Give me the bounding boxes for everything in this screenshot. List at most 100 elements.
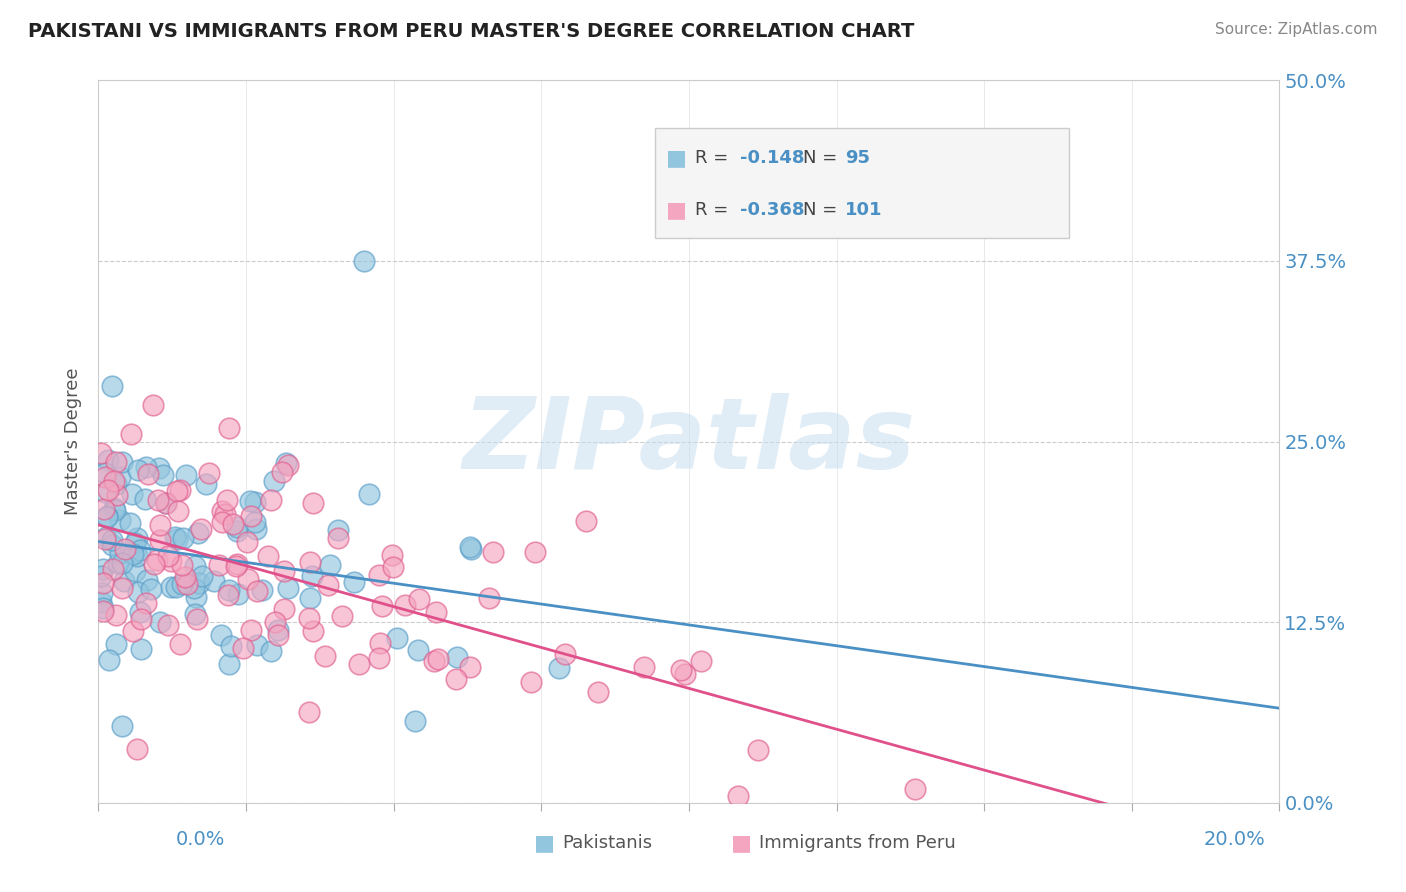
Text: ZIPatlas: ZIPatlas — [463, 393, 915, 490]
Point — [523, 545, 546, 559]
Point — [236, 572, 259, 586]
Point — [169, 637, 191, 651]
Point — [100, 379, 122, 393]
Point — [96, 509, 118, 524]
Point — [218, 582, 240, 597]
Point — [91, 600, 114, 615]
Point — [166, 484, 188, 499]
Point — [211, 515, 233, 529]
Text: ■: ■ — [666, 200, 688, 220]
Point — [458, 540, 481, 554]
Point — [134, 491, 156, 506]
Point — [125, 742, 148, 756]
Point — [277, 581, 299, 595]
Point — [408, 643, 430, 657]
Point — [93, 501, 115, 516]
Point — [191, 569, 214, 583]
Point — [91, 586, 114, 600]
Point — [91, 603, 114, 617]
Point — [94, 530, 117, 544]
Point — [111, 581, 134, 595]
Point — [143, 558, 166, 572]
Point — [319, 558, 342, 572]
Text: ■: ■ — [666, 148, 688, 169]
Text: -0.368: -0.368 — [740, 201, 804, 219]
Point — [425, 605, 447, 619]
Point — [139, 582, 162, 596]
Point — [98, 653, 121, 667]
Point — [135, 596, 157, 610]
Point — [250, 582, 273, 597]
Point — [633, 660, 655, 674]
Point — [246, 584, 269, 599]
Point — [184, 607, 207, 622]
Text: Immigrants from Peru: Immigrants from Peru — [759, 834, 956, 852]
Point — [155, 496, 177, 510]
Point — [90, 594, 112, 608]
Point — [125, 531, 148, 545]
Point — [120, 516, 142, 530]
Point — [458, 660, 481, 674]
Text: -0.148: -0.148 — [740, 150, 804, 168]
Point — [101, 538, 124, 552]
Point — [245, 523, 267, 537]
Text: 101: 101 — [845, 201, 883, 219]
Point — [135, 573, 157, 587]
Point — [124, 564, 146, 578]
Point — [103, 474, 125, 488]
Point — [111, 718, 134, 732]
Point — [184, 590, 207, 604]
Point — [298, 611, 321, 625]
Point — [277, 458, 299, 472]
Point — [170, 577, 193, 591]
Point — [260, 644, 283, 658]
Point — [160, 580, 183, 594]
Point — [271, 465, 294, 479]
Point — [170, 558, 193, 572]
Point — [359, 487, 381, 501]
Point — [221, 516, 243, 531]
Text: N =: N = — [803, 201, 842, 219]
Point — [104, 607, 127, 622]
Text: R =: R = — [695, 201, 734, 219]
Point — [371, 599, 394, 614]
Point — [149, 517, 172, 532]
Point — [267, 624, 290, 638]
Point — [190, 522, 212, 536]
Point — [267, 628, 290, 642]
Point — [444, 672, 467, 686]
Point — [94, 485, 117, 500]
Point — [184, 559, 207, 574]
Y-axis label: Master's Degree: Master's Degree — [65, 368, 83, 516]
Point — [274, 456, 297, 470]
Point — [129, 605, 152, 619]
Point — [273, 602, 295, 616]
Point — [96, 509, 118, 524]
Point — [239, 623, 262, 637]
Point — [160, 554, 183, 568]
Point — [97, 483, 120, 498]
Point — [246, 638, 269, 652]
Point — [120, 427, 142, 442]
Point — [554, 647, 576, 661]
Point — [166, 533, 188, 547]
Point — [368, 650, 391, 665]
Point — [110, 455, 132, 469]
Point — [122, 547, 145, 561]
Point — [342, 574, 364, 589]
Point — [226, 524, 249, 539]
Point — [264, 615, 287, 629]
Text: 0.0%: 0.0% — [176, 830, 225, 848]
Point — [326, 523, 349, 537]
Point — [460, 541, 482, 556]
Point — [260, 492, 283, 507]
Point — [157, 618, 180, 632]
Point — [105, 637, 128, 651]
Point — [298, 555, 321, 569]
Point — [166, 504, 188, 518]
Point — [131, 612, 153, 626]
Point — [108, 546, 131, 560]
Point — [207, 558, 229, 572]
Text: ■: ■ — [534, 833, 555, 853]
Point — [408, 591, 430, 606]
